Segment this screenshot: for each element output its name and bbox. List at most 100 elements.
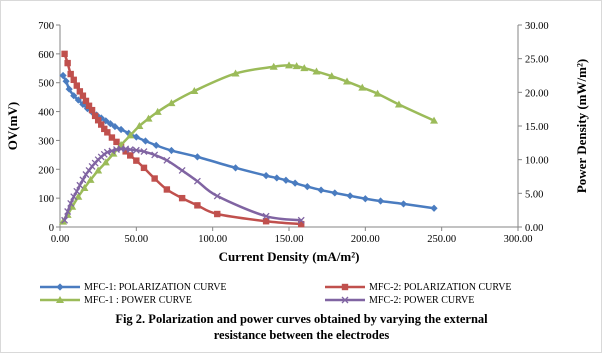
series-3-point xyxy=(67,199,75,207)
series-2-point xyxy=(94,166,103,174)
series-2-point xyxy=(86,175,95,183)
series-1-point xyxy=(76,88,84,95)
series-1-point xyxy=(262,218,270,225)
chart-plot: 0.00 50.00 100.00 150.00 200.00 250.00 300.000… xyxy=(5,21,589,264)
series-2-point xyxy=(74,192,83,200)
series-0-point xyxy=(346,192,354,200)
series-1-point xyxy=(178,194,186,202)
series-3-point xyxy=(126,146,134,154)
series-3-point xyxy=(213,192,221,200)
series-0-point xyxy=(262,172,270,180)
series-3-point xyxy=(100,150,108,158)
legend-label-series-3: MFC-2: POWER CURVE xyxy=(369,294,475,306)
x-tick-label: 150.00 xyxy=(275,234,304,245)
series-1-point xyxy=(73,82,80,89)
series-2-point xyxy=(327,72,336,80)
figure-caption: Fig 2. Polarization and power curves obt… xyxy=(0,311,603,343)
series-1-point xyxy=(91,112,99,120)
series-2-point xyxy=(343,77,352,85)
series-2-point xyxy=(101,158,110,166)
series-0-point xyxy=(65,85,73,93)
series-2-line xyxy=(62,64,435,223)
x-tick-label: 100.00 xyxy=(198,234,227,245)
legend-item-series-3: MFC-2: POWER CURVE xyxy=(323,293,474,307)
y-right-tick-label: 0.00 xyxy=(525,223,543,234)
series-3-point xyxy=(151,151,159,159)
series-2-point xyxy=(358,83,367,91)
series-2-point xyxy=(231,69,240,77)
series-1-point xyxy=(214,210,221,218)
series-0-point xyxy=(282,176,290,184)
legend-marker-0 xyxy=(56,283,64,291)
y-left-tick-label: 200 xyxy=(38,165,54,176)
series-3-point xyxy=(73,187,81,195)
series-0-point xyxy=(167,146,176,155)
series-0-point xyxy=(377,197,385,205)
legend-item-series-2: MFC-1 : POWER CURVE xyxy=(38,293,192,307)
series-3-point xyxy=(140,148,148,156)
series-0-point xyxy=(430,204,438,212)
legend-item-series-0: MFC-1: POLARIZATION CURVE xyxy=(38,280,227,294)
series-1-point xyxy=(98,121,105,128)
y-left-tick-label: 100 xyxy=(38,194,54,205)
legend-swatch-series-3 xyxy=(325,296,365,304)
series-3-group xyxy=(61,145,305,224)
x-axis-title: Current Density (mA/m²) xyxy=(219,249,360,264)
series-2-point xyxy=(80,183,89,191)
series-1-point xyxy=(70,76,77,84)
series-1-point xyxy=(104,129,111,136)
y-left-tick-label: 600 xyxy=(38,50,54,61)
series-2-point xyxy=(430,116,439,124)
series-3-point xyxy=(70,193,78,201)
series-3-point xyxy=(132,146,140,154)
series-3-point xyxy=(178,166,186,174)
y-axis-right-title: Power Density (mW/m²) xyxy=(574,59,589,193)
legend-swatch-series-0 xyxy=(40,283,80,291)
series-3-point xyxy=(262,212,270,220)
series-0-point xyxy=(117,125,125,134)
y-axis-left-title: OV(mV) xyxy=(5,102,20,150)
series-2-point xyxy=(269,62,278,70)
series-2-point xyxy=(144,114,153,122)
series-3-line xyxy=(63,147,302,222)
series-3-point xyxy=(193,177,201,185)
legend-marker-2 xyxy=(56,296,64,303)
x-tick-label: 300.00 xyxy=(504,234,533,245)
y-left-tick-label: 300 xyxy=(38,136,54,147)
series-0-point xyxy=(331,189,339,197)
series-1-point xyxy=(298,220,305,228)
series-1-point xyxy=(85,102,93,109)
y-left-tick-label: 0 xyxy=(49,223,54,234)
series-3-point xyxy=(85,166,93,174)
series-1-group xyxy=(61,50,305,228)
series-2-point xyxy=(135,122,144,129)
y-left-tick-label: 500 xyxy=(38,79,54,90)
series-2-point xyxy=(153,107,162,115)
x-tick-label: 250.00 xyxy=(427,234,456,245)
series-0-point xyxy=(291,179,299,187)
x-tick-label: 0.00 xyxy=(51,234,69,245)
legend-label-series-2: MFC-1 : POWER CURVE xyxy=(84,294,192,306)
series-1-point xyxy=(108,134,116,141)
series-2-point xyxy=(373,89,382,97)
series-3-point xyxy=(64,208,72,215)
series-1-point xyxy=(122,148,129,155)
series-1-point xyxy=(140,164,148,172)
series-2-point xyxy=(394,100,403,108)
series-1-point xyxy=(64,59,71,67)
series-2-point xyxy=(312,67,321,75)
series-2-point xyxy=(300,64,309,72)
legend-item-series-1: MFC-2: POLARIZATION CURVE xyxy=(323,280,512,294)
series-0-point xyxy=(273,174,281,182)
series-3-point xyxy=(79,176,87,184)
series-3-point xyxy=(76,181,84,189)
x-tick-label: 200.00 xyxy=(351,234,380,245)
series-3-point xyxy=(82,171,90,178)
series-1-point xyxy=(133,157,140,164)
series-1-point xyxy=(101,125,108,133)
series-1-point xyxy=(113,138,120,146)
y-left-tick-label: 400 xyxy=(38,108,54,119)
series-1-point xyxy=(163,186,171,193)
series-0-point xyxy=(317,186,325,194)
series-0-point xyxy=(303,183,311,191)
